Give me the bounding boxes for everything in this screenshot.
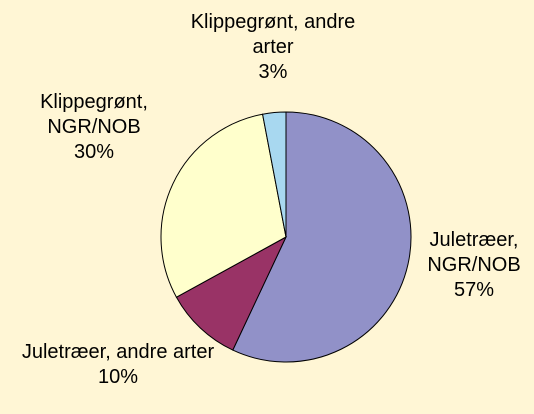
slice-name: Klippegrønt, andre arter (190, 11, 356, 58)
slice-name: Juletræer, NGR/NOB (427, 229, 521, 276)
slice-label: Klippegrønt, andre arter 3% (173, 10, 373, 85)
slice-name: Juletræer, andre arter (21, 341, 215, 363)
slice-value: 10% (97, 366, 139, 388)
pie-slice (175, 235, 288, 351)
slice-label: Klippegrønt, NGR/NOB 30% (24, 90, 164, 165)
slice-value: 30% (73, 141, 115, 163)
slice-label: Juletræer, andre arter 10% (8, 340, 228, 390)
pie-slice (160, 113, 287, 298)
pie-slice (261, 111, 287, 238)
slice-value: 57% (453, 279, 495, 301)
slice-label: Juletræer, NGR/NOB 57% (409, 228, 534, 303)
pie-slice (232, 111, 412, 363)
slice-name: Klippegrønt, NGR/NOB (40, 91, 148, 138)
slice-value: 3% (258, 61, 288, 83)
